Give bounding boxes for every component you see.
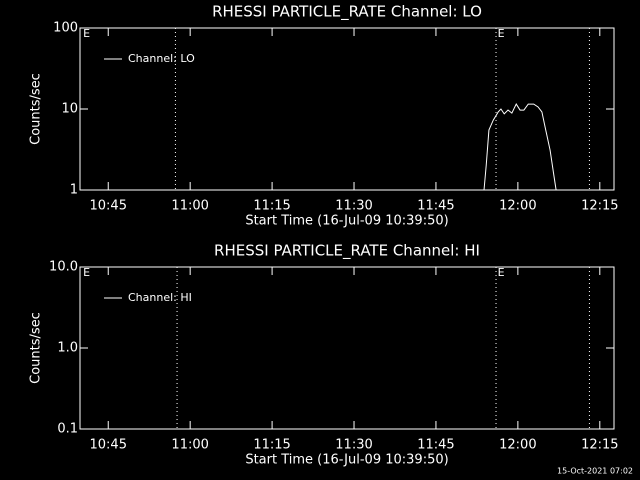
- chart-title: RHESSI PARTICLE_RATE Channel: HI: [214, 242, 480, 261]
- y-axis-label: Counts/sec: [29, 312, 44, 384]
- footer: 15-Oct-2021 07:02: [557, 467, 633, 476]
- legend-label: Channel: HI: [128, 291, 192, 304]
- y-axis-label: Counts/sec: [29, 73, 44, 145]
- x-axis-label: Start Time (16-Jul-09 10:39:50): [245, 453, 448, 468]
- x-tick-label: 11:15: [253, 438, 290, 453]
- y-tick-label: 0.1: [57, 422, 78, 437]
- x-tick-label: 11:45: [417, 199, 454, 214]
- x-tick-label: 11:30: [335, 438, 372, 453]
- x-axis-label: Start Time (16-Jul-09 10:39:50): [245, 214, 448, 229]
- x-tick-label: 11:45: [417, 438, 454, 453]
- y-tick-label: 1.0: [57, 341, 78, 356]
- annotation: E: [83, 266, 90, 279]
- x-tick-label: 12:00: [499, 438, 536, 453]
- annotation: E: [498, 27, 505, 40]
- chart-title: RHESSI PARTICLE_RATE Channel: LO: [212, 3, 482, 22]
- annotation: E: [498, 266, 505, 279]
- x-tick-label: 10:45: [90, 438, 127, 453]
- x-tick-label: 10:45: [90, 199, 127, 214]
- y-tick-label: 10.0: [49, 260, 78, 275]
- x-tick-label: 11:00: [171, 199, 208, 214]
- legend-label: Channel: LO: [128, 52, 195, 65]
- data-line: [483, 103, 557, 191]
- x-tick-label: 11:30: [335, 199, 372, 214]
- x-tick-label: 12:00: [499, 199, 536, 214]
- x-tick-label: 12:15: [581, 199, 618, 214]
- x-tick-label: 11:00: [171, 438, 208, 453]
- y-tick-label: 100: [53, 21, 78, 36]
- x-tick-label: 11:15: [253, 199, 290, 214]
- x-tick-label: 12:15: [581, 438, 618, 453]
- annotation: E: [83, 27, 90, 40]
- y-tick-label: 1: [70, 183, 78, 198]
- y-tick-label: 10: [61, 102, 78, 117]
